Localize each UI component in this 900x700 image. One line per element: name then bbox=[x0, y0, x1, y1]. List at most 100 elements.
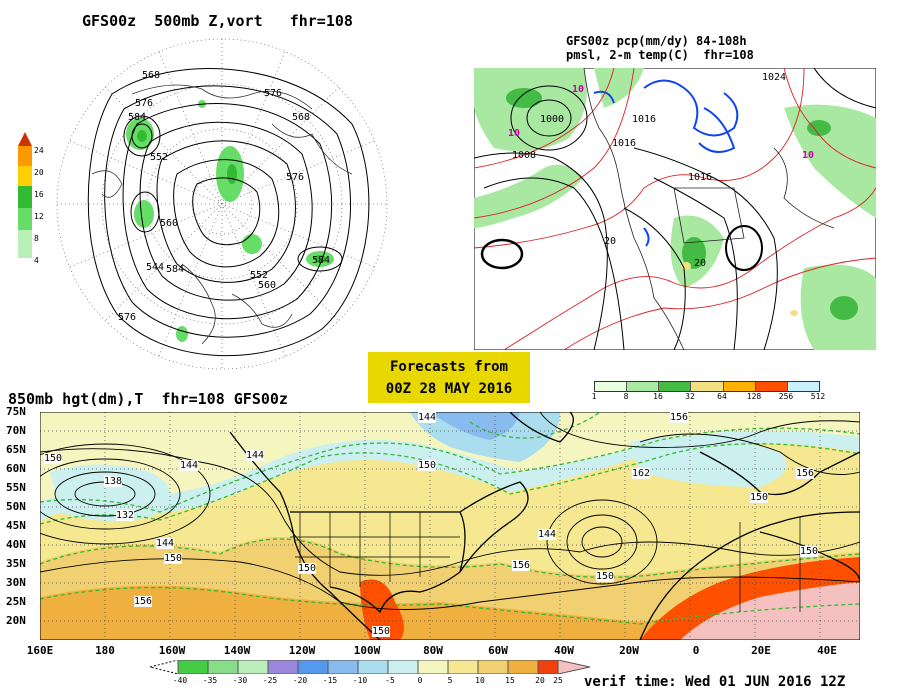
temp-cbar-swatch bbox=[417, 660, 449, 674]
precip-temp-label: 10 bbox=[802, 150, 815, 161]
graticule bbox=[40, 412, 860, 640]
precip-cbar-swatch bbox=[627, 382, 660, 391]
temp-cbar-swatch bbox=[327, 660, 359, 674]
temp-cbar-tick: -15 bbox=[322, 676, 338, 685]
polar-height-contours bbox=[87, 68, 370, 357]
lat-label: 55N bbox=[6, 481, 26, 494]
polar-contour-label: 568 bbox=[292, 112, 311, 123]
polar-cbar-tick: 20 bbox=[34, 168, 44, 177]
lon-label: 160W bbox=[158, 644, 186, 657]
banner-line2: 00Z 28 MAY 2016 bbox=[385, 380, 513, 397]
polar-colorbar-arrow bbox=[18, 132, 32, 146]
temp-25-plus-africa bbox=[680, 582, 860, 640]
precip-map bbox=[474, 68, 876, 350]
main-contour-label: 144 bbox=[180, 460, 199, 471]
polar-contour-label: 576 bbox=[264, 88, 283, 99]
polar-contour-label: 552 bbox=[250, 270, 269, 281]
lat-label: 50N bbox=[6, 500, 26, 513]
polar-contour-label: 584 bbox=[312, 255, 331, 266]
temp-cbar-swatch bbox=[537, 660, 559, 674]
coastlines bbox=[229, 412, 860, 640]
main-contour-label: 144 bbox=[246, 450, 265, 461]
lat-label: 65N bbox=[6, 443, 26, 456]
main-contour-label: 138 bbox=[104, 476, 123, 487]
lon-label: 100W bbox=[353, 644, 381, 657]
main-contour-label: 156 bbox=[796, 468, 815, 479]
verif-time: verif time: Wed 01 JUN 2016 12Z bbox=[584, 674, 846, 690]
main-contour-label: 150 bbox=[372, 626, 391, 637]
temp-cbar-tick: 5 bbox=[447, 676, 453, 685]
temp-cbar-tick: 0 bbox=[417, 676, 423, 685]
state-borders bbox=[290, 512, 801, 612]
polar-ring bbox=[191, 173, 253, 235]
polar-colorbar bbox=[18, 132, 32, 260]
main-contour-label: 144 bbox=[156, 538, 175, 549]
precip-cbar-swatch bbox=[723, 382, 756, 391]
precip-cbar-swatch bbox=[659, 382, 692, 391]
main-contour-label: 150 bbox=[44, 453, 63, 464]
lon-label: 180 bbox=[95, 644, 115, 657]
temp-cbar-tick: -20 bbox=[292, 676, 308, 685]
precip-contour-label: 1016 bbox=[632, 114, 657, 125]
lat-label: 40N bbox=[6, 538, 26, 551]
temp-20-plus-mexico bbox=[360, 579, 404, 640]
polar-contour-label: 568 bbox=[142, 70, 161, 81]
main-contour-label: 156 bbox=[512, 560, 531, 571]
precip-isobars bbox=[474, 68, 876, 350]
polar-cbar-tick: 16 bbox=[34, 190, 44, 199]
polar-ring bbox=[101, 83, 343, 325]
precip-coastlines bbox=[583, 68, 835, 350]
temp-cbar-swatch bbox=[357, 660, 389, 674]
temp-cbar-swatch bbox=[297, 660, 329, 674]
precip-colorbar bbox=[594, 381, 820, 392]
polar-colorbar-swatch bbox=[18, 186, 32, 208]
precip-contour-label: 1016 bbox=[612, 138, 637, 149]
precip-panel-title-line1: GFS00z pcp(mm/dy) 84-108h bbox=[566, 34, 747, 48]
precip-temperature-contours bbox=[474, 68, 876, 350]
precip-cbar-swatch bbox=[755, 382, 788, 391]
polar-cbar-tick: 4 bbox=[34, 256, 39, 265]
precip-cbar-tick: 256 bbox=[778, 392, 794, 401]
lat-label: 25N bbox=[6, 595, 26, 608]
lon-label: 60W bbox=[488, 644, 508, 657]
atlantic-cold bbox=[630, 436, 787, 487]
temp-cbar-swatch bbox=[267, 660, 299, 674]
main-contour-label: 144 bbox=[418, 412, 437, 423]
temp-cbar-tick: -10 bbox=[352, 676, 368, 685]
precip-cbar-swatch bbox=[787, 382, 819, 391]
temp-cbar-tick: 20 bbox=[535, 676, 545, 685]
polar-contour-label: 544 bbox=[146, 262, 165, 273]
polar-contour-label: 584 bbox=[128, 112, 147, 123]
lon-label: 80W bbox=[423, 644, 443, 657]
polar-cbar-tick: 24 bbox=[34, 146, 44, 155]
polar-colorbar-svg bbox=[18, 132, 32, 258]
polar-cbar-tick: 12 bbox=[34, 212, 44, 221]
polar-colorbar-swatch bbox=[18, 230, 32, 258]
polar-contour-label: 584 bbox=[166, 264, 185, 275]
temp-cbar-right-arrow bbox=[557, 660, 590, 674]
forecast-banner: Forecasts from 00Z 28 MAY 2016 bbox=[368, 352, 530, 403]
temp-minus10-area bbox=[430, 412, 520, 440]
precip-contour-label: 1008 bbox=[512, 150, 537, 161]
lat-label: 30N bbox=[6, 576, 26, 589]
lat-label: 75N bbox=[6, 405, 26, 418]
lat-label: 45N bbox=[6, 519, 26, 532]
precip-cbar-tick: 8 bbox=[623, 392, 629, 401]
polar-coastlines bbox=[91, 84, 353, 345]
polar-colorbar-swatch bbox=[18, 146, 32, 166]
main-contour-label: 150 bbox=[750, 492, 769, 503]
polar-contour-label: 552 bbox=[150, 152, 169, 163]
main-contour-label: 156 bbox=[134, 596, 153, 607]
precip-contour-label: 1000 bbox=[540, 114, 565, 125]
polar-contour-label: 576 bbox=[286, 172, 305, 183]
precip-temp-label: 10 bbox=[508, 128, 521, 139]
precip-cbar-tick: 512 bbox=[810, 392, 826, 401]
lon-label: 40W bbox=[554, 644, 574, 657]
temp-cbar-swatch bbox=[237, 660, 269, 674]
lat-label: 35N bbox=[6, 557, 26, 570]
temp-cbar-swatch bbox=[507, 660, 539, 674]
polar-colorbar-swatch bbox=[18, 166, 32, 186]
temp-cbar-tick: -25 bbox=[262, 676, 278, 685]
precip-cbar-tick: 128 bbox=[746, 392, 762, 401]
lon-label: 40E bbox=[817, 644, 837, 657]
